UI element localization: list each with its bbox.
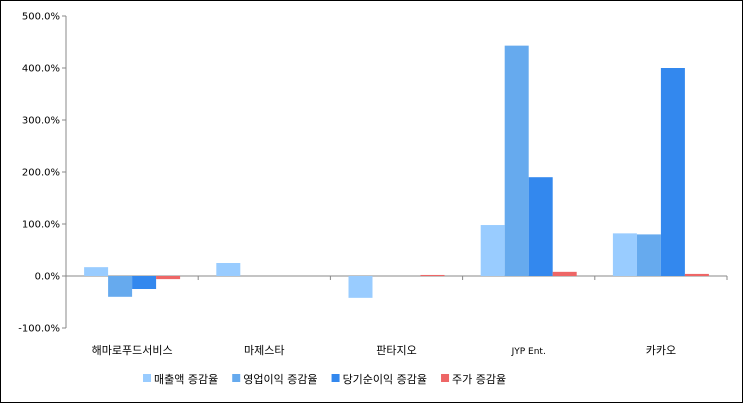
legend-label: 영업이익 증감율: [243, 373, 317, 386]
x-category-label: JYP Ent.: [511, 347, 546, 357]
y-tick-label: 300.0%: [22, 116, 60, 127]
bar: [528, 177, 553, 276]
bar: [684, 273, 709, 276]
legend-label: 당기순이익 증감율: [343, 373, 427, 386]
y-tick-label: 100.0%: [22, 220, 60, 231]
y-tick-label: -100.0%: [18, 324, 60, 335]
bar: [216, 263, 241, 276]
bar: [348, 276, 373, 298]
bar: [132, 276, 157, 289]
x-category-label: 판타지오: [376, 344, 416, 357]
bar: [660, 68, 685, 276]
x-category-label: 카카오: [646, 344, 676, 357]
y-tick-label: 400.0%: [22, 64, 60, 75]
legend-swatch: [232, 374, 241, 382]
legend-label: 매출액 증감율: [154, 373, 218, 386]
bar: [552, 271, 577, 276]
bar: [156, 276, 181, 280]
bar: [84, 267, 109, 276]
legend-swatch: [331, 374, 340, 382]
bar: [504, 45, 529, 276]
x-category-label: 마제스타: [244, 344, 284, 357]
y-tick-label: 500.0%: [22, 12, 60, 23]
bar: [636, 234, 661, 276]
x-category-label: 해마로푸드서비스: [92, 343, 173, 357]
bar: [480, 225, 505, 276]
bar: [420, 274, 445, 276]
bar: [612, 233, 637, 276]
legend-swatch: [441, 374, 450, 382]
legend-label: 주가 증감율: [452, 373, 506, 386]
y-tick-label: 0.0%: [35, 272, 60, 283]
legend-swatch: [143, 374, 151, 382]
bar: [108, 276, 133, 297]
y-tick-label: 200.0%: [22, 168, 60, 179]
